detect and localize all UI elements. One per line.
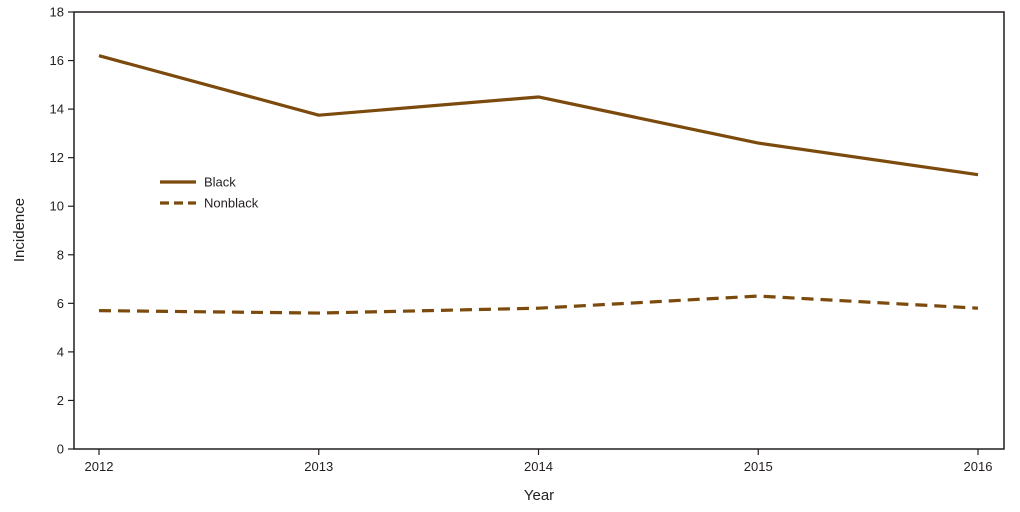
legend: Black Nonblack <box>160 175 259 211</box>
y-tick-label: 0 <box>57 442 64 457</box>
x-tick-label: 2014 <box>524 459 553 474</box>
y-tick-label: 16 <box>50 53 64 68</box>
series-lines <box>98 54 979 315</box>
x-tick-label: 2016 <box>964 459 993 474</box>
y-tick-label: 10 <box>50 199 64 214</box>
y-tick-label: 2 <box>57 393 64 408</box>
y-tick-label: 18 <box>50 5 64 20</box>
axis-ticks: 0 2 4 6 8 10 12 14 16 18 2012 2013 2014 2015 2016 <box>50 5 993 475</box>
x-tick-label: 2012 <box>85 459 114 474</box>
y-tick-label: 14 <box>50 102 64 117</box>
axes <box>73 11 1005 450</box>
x-tick-label: 2015 <box>744 459 773 474</box>
y-tick-label: 12 <box>50 150 64 165</box>
plot-frame <box>73 11 1005 450</box>
x-tick-label: 2013 <box>304 459 333 474</box>
y-axis-title: Incidence <box>11 198 28 262</box>
x-axis-title: Year <box>524 487 554 504</box>
y-tick-label: 8 <box>57 247 64 262</box>
y-tick-label: 6 <box>57 296 64 311</box>
series-line-nonblack <box>98 294 979 315</box>
legend-label-black: Black <box>204 175 236 190</box>
legend-label-nonblack: Nonblack <box>204 196 259 211</box>
y-tick-label: 4 <box>57 344 64 359</box>
series-line-black <box>98 54 979 177</box>
